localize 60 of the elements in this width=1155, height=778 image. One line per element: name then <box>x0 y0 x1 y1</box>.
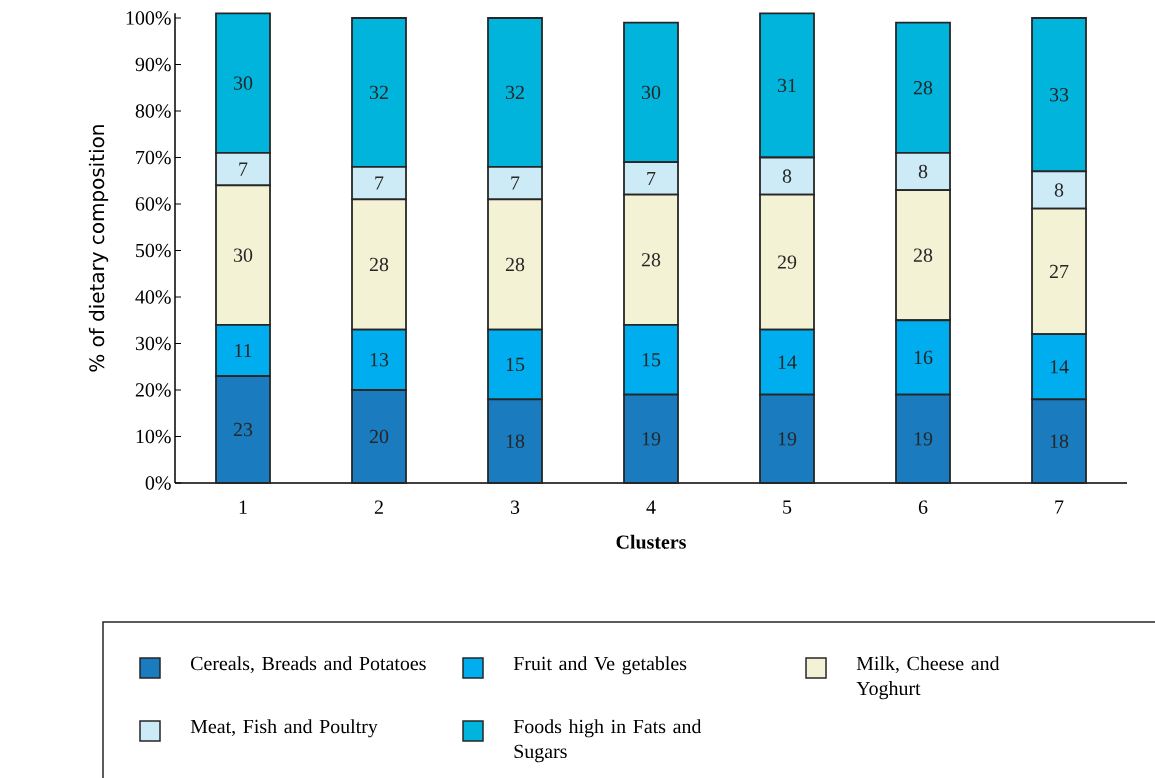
y-tick-label: 0% <box>145 476 171 490</box>
legend-label: Meat, Fish and Poultry <box>190 719 378 738</box>
data-label: 31 <box>778 78 796 93</box>
x-tick-label: 4 <box>646 500 656 514</box>
data-label: 30 <box>233 248 253 262</box>
data-label: 28 <box>913 248 933 262</box>
data-label: 16 <box>914 350 933 365</box>
data-label: 7 <box>239 162 248 176</box>
data-label: 30 <box>642 85 661 100</box>
data-label: 29 <box>777 255 797 269</box>
data-label: 8 <box>1054 183 1064 197</box>
y-tick-label: 60% <box>135 197 171 211</box>
data-label: 32 <box>370 85 388 100</box>
legend-label: Foods high in Fats and Sugars <box>513 719 702 763</box>
data-label: 15 <box>642 353 661 367</box>
data-label: 7 <box>511 176 520 190</box>
data-label: 28 <box>913 81 933 95</box>
data-label: 19 <box>914 432 933 446</box>
data-label: 18 <box>506 434 525 448</box>
data-label: 14 <box>1050 360 1069 374</box>
legend-label: Fruit and Ve getables <box>513 656 687 675</box>
x-tick-label: 5 <box>783 500 792 514</box>
data-label: 19 <box>778 432 797 446</box>
data-label: 20 <box>369 429 389 444</box>
x-tick-label: 6 <box>918 500 928 514</box>
data-label: 15 <box>506 357 525 372</box>
y-axis-title: % of dietary composition <box>88 125 109 372</box>
data-label: 19 <box>642 432 661 446</box>
data-label: 28 <box>505 257 525 272</box>
data-label: 30 <box>233 76 253 90</box>
data-label: 8 <box>782 169 792 183</box>
x-tick-label: 7 <box>1055 500 1064 514</box>
data-label: 18 <box>1050 434 1069 448</box>
data-label: 13 <box>370 353 389 367</box>
data-label: 14 <box>778 355 797 369</box>
data-label: 32 <box>506 85 524 100</box>
legend-label: Milk, Cheese and Yoghurt <box>856 656 1000 700</box>
y-tick-label: 80% <box>135 104 171 118</box>
x-axis-title: Clusters <box>616 534 686 549</box>
data-label: 23 <box>233 422 253 437</box>
y-tick-label: 20% <box>135 383 171 397</box>
y-tick-label: 50% <box>136 243 171 258</box>
data-label: 7 <box>647 171 656 185</box>
x-tick-label: 2 <box>374 500 383 514</box>
legend-label: Cereals, Breads and Potatoes <box>191 656 426 674</box>
y-tick-label: 10% <box>136 429 171 444</box>
data-label: 7 <box>375 176 384 190</box>
x-tick-label: 3 <box>510 500 520 514</box>
data-label: 28 <box>369 257 389 272</box>
y-tick-label: 40% <box>135 290 171 304</box>
data-label: 11 <box>235 343 252 358</box>
y-tick-label: 90% <box>135 57 171 72</box>
data-label: 28 <box>641 253 661 267</box>
data-label: 8 <box>918 164 928 179</box>
data-label: 27 <box>1049 264 1069 279</box>
y-tick-label: 100% <box>126 11 171 25</box>
y-tick-label: 70% <box>136 150 171 165</box>
data-label: 33 <box>1050 88 1069 102</box>
x-tick-label: 1 <box>239 500 247 514</box>
y-tick-label: 30% <box>135 336 171 351</box>
